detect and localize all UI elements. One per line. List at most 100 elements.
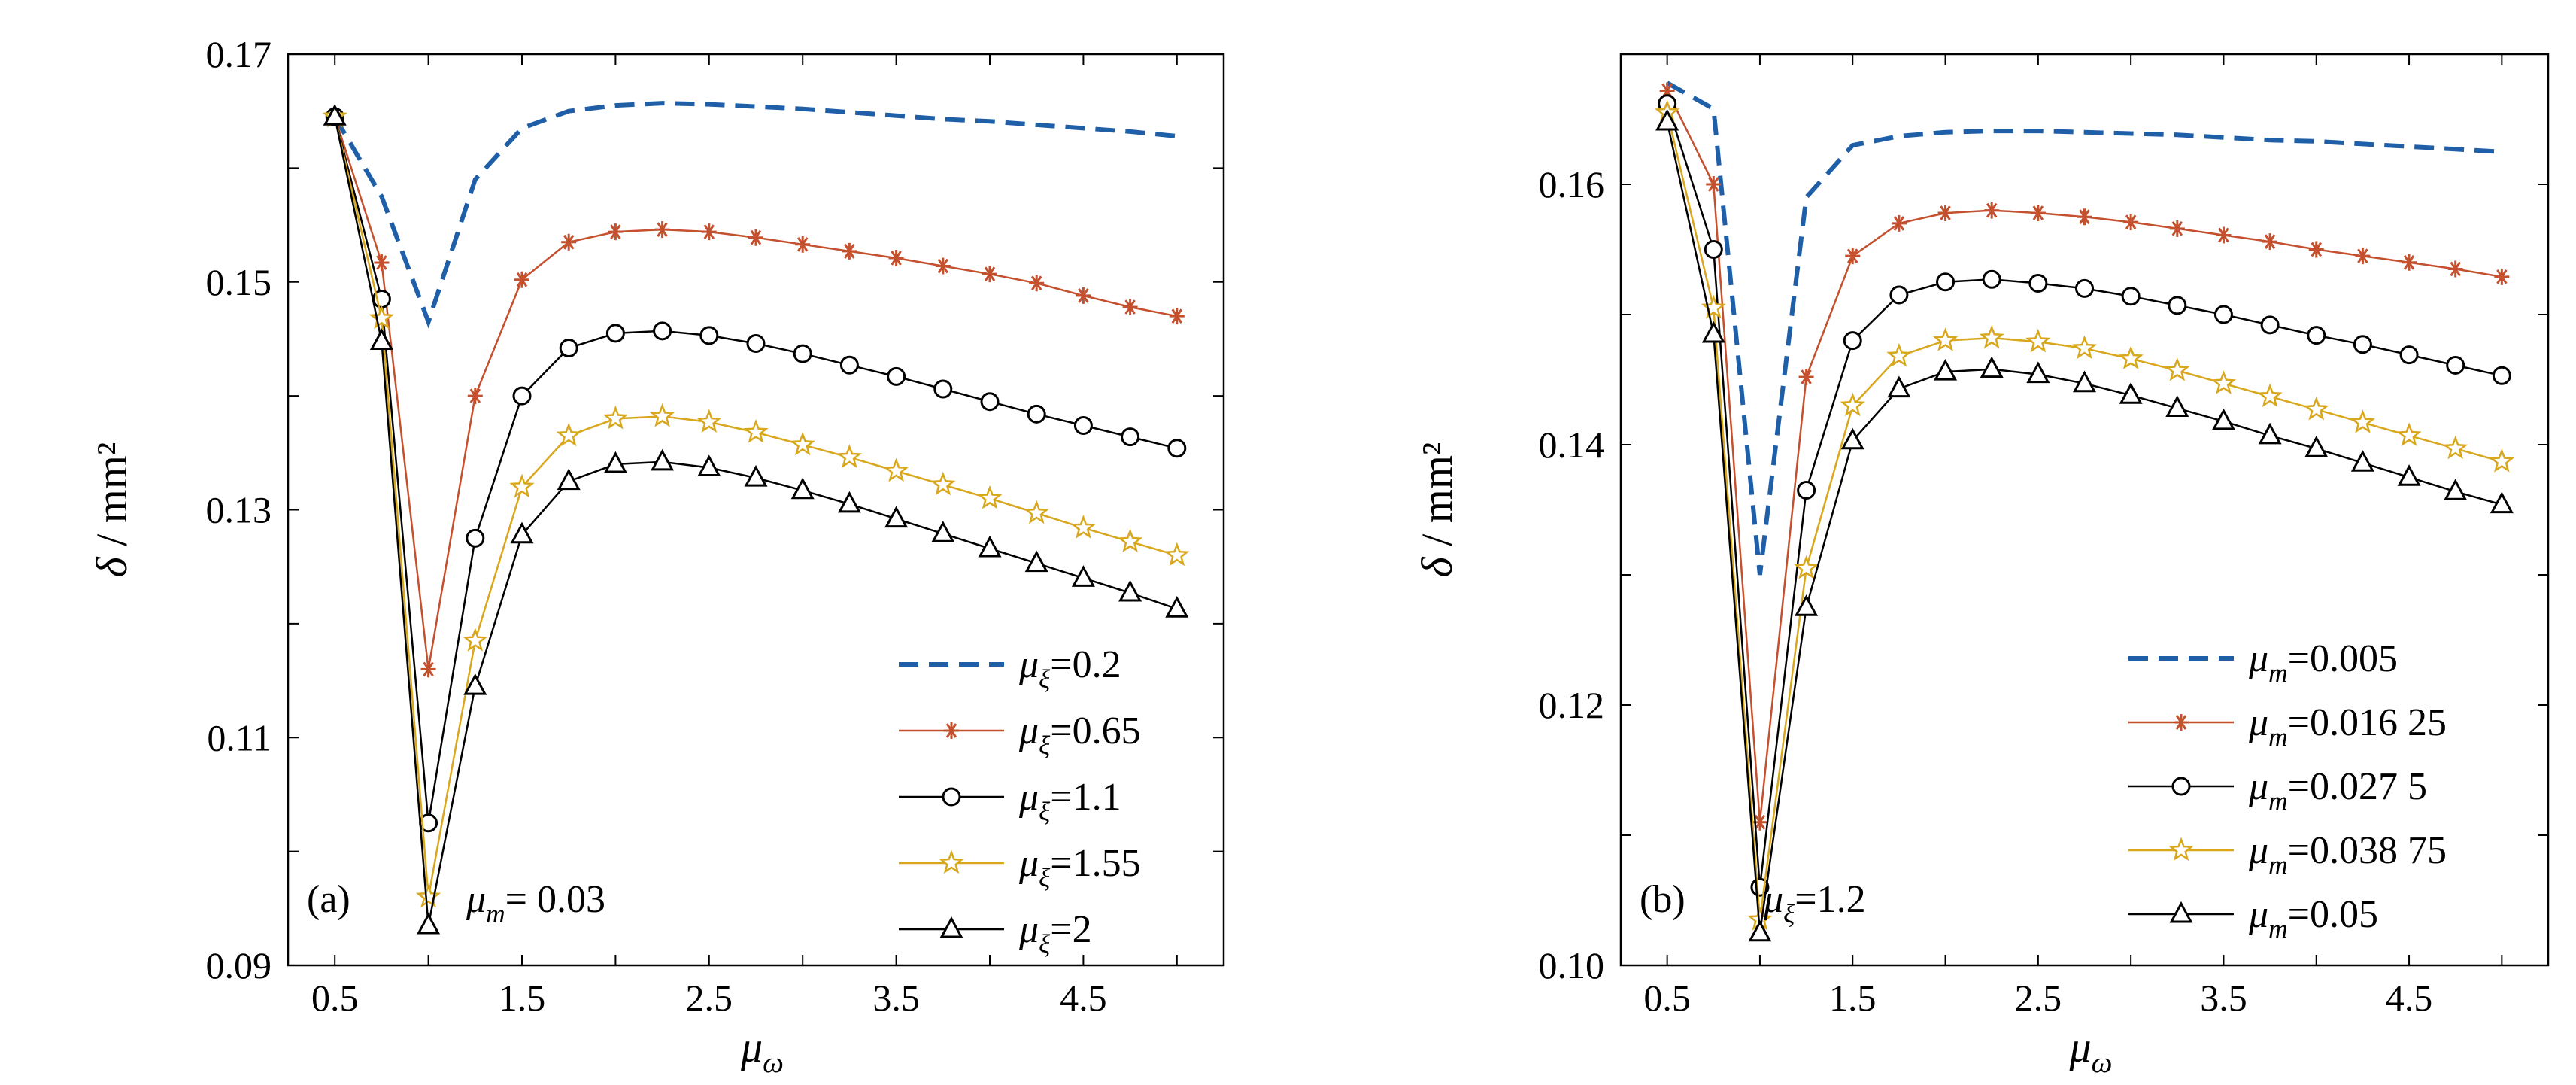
- data-point: [1704, 240, 1723, 259]
- y-tick-label: 0.11: [207, 716, 272, 758]
- data-point: [2353, 335, 2372, 354]
- data-point: [793, 344, 812, 363]
- data-point: [369, 328, 393, 350]
- legend-entry: μξ=2: [899, 908, 1092, 959]
- data-point: [1752, 813, 1767, 831]
- data-point: [888, 249, 904, 266]
- data-point: [884, 506, 909, 528]
- data-point: [2216, 226, 2232, 244]
- data-point: [2350, 409, 2376, 433]
- legend-entry: μξ=1.55: [899, 842, 1141, 892]
- data-point: [977, 485, 1003, 509]
- series-0: [1666, 81, 2502, 576]
- legend-marker: [939, 916, 963, 938]
- x-tick-label: 0.5: [1643, 977, 1691, 1019]
- data-point: [933, 379, 953, 399]
- x-axis-label: μω: [740, 1023, 784, 1079]
- data-point: [369, 305, 395, 330]
- data-point: [1164, 542, 1190, 567]
- data-point: [1701, 321, 1725, 343]
- y-tick-label: 0.12: [1539, 684, 1605, 726]
- data-point: [510, 521, 534, 544]
- data-point: [1073, 415, 1093, 435]
- data-point: [2077, 208, 2092, 226]
- legend-marker: [2174, 714, 2189, 731]
- legend-label: μm=0.05: [2248, 893, 2378, 944]
- data-point: [696, 409, 722, 433]
- data-point: [982, 266, 997, 283]
- data-point: [653, 321, 672, 341]
- y-tick-label: 0.14: [1539, 424, 1605, 466]
- data-point: [557, 468, 581, 491]
- legend-entry: μξ=0.2: [899, 643, 1121, 694]
- data-point: [2444, 479, 2468, 500]
- x-tick-label: 0.5: [311, 977, 359, 1019]
- data-point: [2307, 326, 2326, 345]
- y-axis-label: δ / mm²: [87, 442, 136, 578]
- data-point: [1169, 308, 1185, 325]
- legend-entry: μm=0.05: [2128, 893, 2378, 944]
- data-point: [2258, 422, 2282, 445]
- data-point: [2213, 305, 2233, 324]
- data-point: [1165, 596, 1189, 618]
- data-point: [649, 403, 675, 427]
- data-point: [466, 528, 485, 548]
- plot-frame: [1619, 53, 2550, 967]
- data-point: [1121, 427, 1140, 447]
- data-point: [1027, 404, 1046, 424]
- data-point: [842, 242, 857, 260]
- data-point: [1887, 375, 1911, 398]
- data-point: [561, 233, 577, 251]
- data-point: [2165, 395, 2189, 418]
- legend-entry: μm=0.038 75: [2128, 829, 2447, 880]
- y-tick-label: 0.10: [1539, 944, 1605, 986]
- data-point: [1982, 269, 2001, 289]
- data-point: [1748, 919, 1772, 942]
- data-point: [1024, 500, 1049, 524]
- data-point: [2165, 357, 2190, 381]
- legend-label: μξ=1.55: [1018, 842, 1141, 892]
- data-point: [839, 355, 859, 375]
- data-point: [2402, 254, 2417, 271]
- y-tick-label: 0.15: [206, 261, 272, 303]
- data-point: [1024, 550, 1048, 573]
- y-tick-label: 0.09: [206, 944, 272, 986]
- legend-label: μm=0.027 5: [2248, 765, 2427, 816]
- data-point: [1029, 275, 1045, 292]
- data-point: [1840, 392, 1865, 417]
- legend-entry: μm=0.016 25: [2128, 701, 2447, 752]
- data-point: [1706, 176, 1722, 193]
- data-point: [463, 673, 487, 695]
- series-4: [1655, 108, 2514, 942]
- legend-entry: μm=0.005: [2128, 637, 2398, 688]
- x-tick-label: 3.5: [2200, 977, 2247, 1019]
- data-point: [2123, 214, 2139, 231]
- data-point: [1797, 481, 1816, 500]
- data-point: [651, 448, 675, 471]
- legend-label: μξ=2: [1018, 908, 1092, 959]
- legend-entry: μξ=0.65: [899, 710, 1141, 760]
- data-point: [2121, 287, 2141, 306]
- data-point: [2443, 435, 2468, 460]
- data-point: [420, 661, 436, 678]
- data-point: [980, 392, 1000, 412]
- data-point: [2072, 370, 2097, 393]
- data-point: [2304, 396, 2329, 421]
- data-point: [1117, 528, 1143, 553]
- data-point: [1122, 299, 1138, 316]
- data-point: [2350, 450, 2374, 472]
- legend-label: μm=0.038 75: [2248, 829, 2447, 880]
- legend-label: μξ=1.1: [1018, 776, 1121, 826]
- panel-annotation: μξ=1.2: [1763, 878, 1866, 928]
- y-tick-label: 0.17: [206, 33, 272, 75]
- data-point: [2026, 361, 2050, 384]
- series-4: [323, 104, 1189, 935]
- data-point: [697, 454, 721, 476]
- x-tick-label: 3.5: [872, 977, 920, 1019]
- data-point: [2399, 345, 2419, 365]
- data-point: [930, 471, 956, 496]
- data-point: [602, 405, 628, 430]
- data-point: [509, 473, 535, 498]
- data-point: [2071, 335, 2098, 360]
- data-point: [514, 271, 529, 288]
